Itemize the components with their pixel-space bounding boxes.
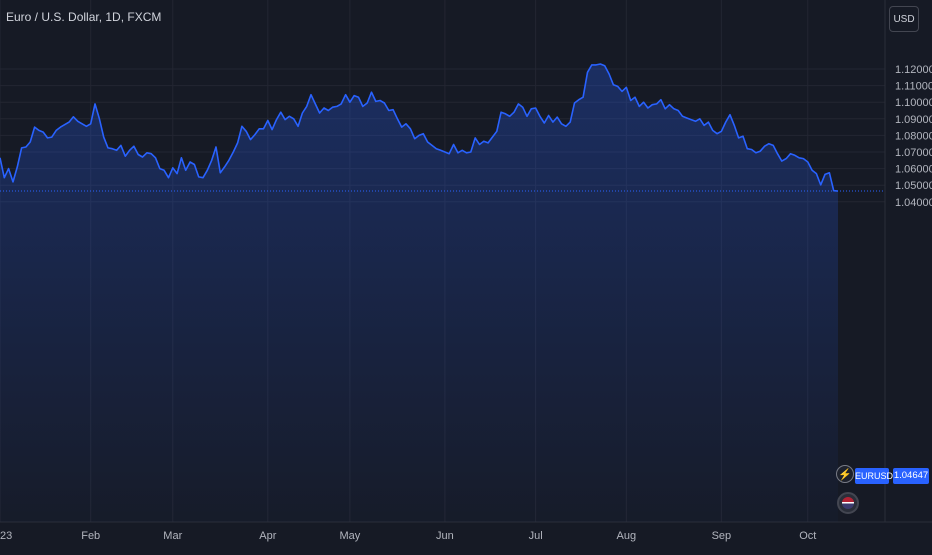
x-tick-label: Jun [436,530,454,542]
price-area-fill [0,64,838,522]
x-tick-label: Apr [259,530,276,542]
x-tick-label: Sep [712,530,732,542]
us-flag-icon[interactable] [837,492,859,514]
y-tick-label: 1.10000 [895,97,932,109]
y-tick-label: 1.09000 [895,114,932,126]
y-tick-label: 1.12000 [895,64,932,76]
y-tick-label: 1.05000 [895,180,932,192]
x-tick-label: Oct [799,530,816,542]
lightning-icon[interactable]: ⚡ [836,465,854,483]
last-price-label: 1.04647 [893,468,929,484]
symbol-label: EURUSD [855,468,893,484]
x-tick-label: Jul [529,530,543,542]
y-tick-label: 1.04000 [895,197,932,209]
currency-button[interactable]: USD [889,6,919,32]
x-tick-label: Aug [617,530,637,542]
x-tick-label: Mar [163,530,182,542]
price-axis[interactable]: 1.12000 1.11000 1.10000 1.09000 1.08000 1.070… [895,64,932,209]
y-tick-label: 1.08000 [895,130,932,142]
x-tick-label: 23 [0,530,12,542]
y-tick-label: 1.06000 [895,164,932,176]
chart-title: Euro / U.S. Dollar, 1D, FXCM [6,10,162,24]
y-tick-label: 1.11000 [895,81,932,93]
x-tick-label: Feb [81,530,100,542]
x-tick-label: May [339,530,360,542]
price-line [0,63,839,192]
time-axis[interactable]: 23 Feb Mar Apr May Jun Jul Aug Sep Oct [0,530,816,542]
y-tick-label: 1.07000 [895,147,932,159]
